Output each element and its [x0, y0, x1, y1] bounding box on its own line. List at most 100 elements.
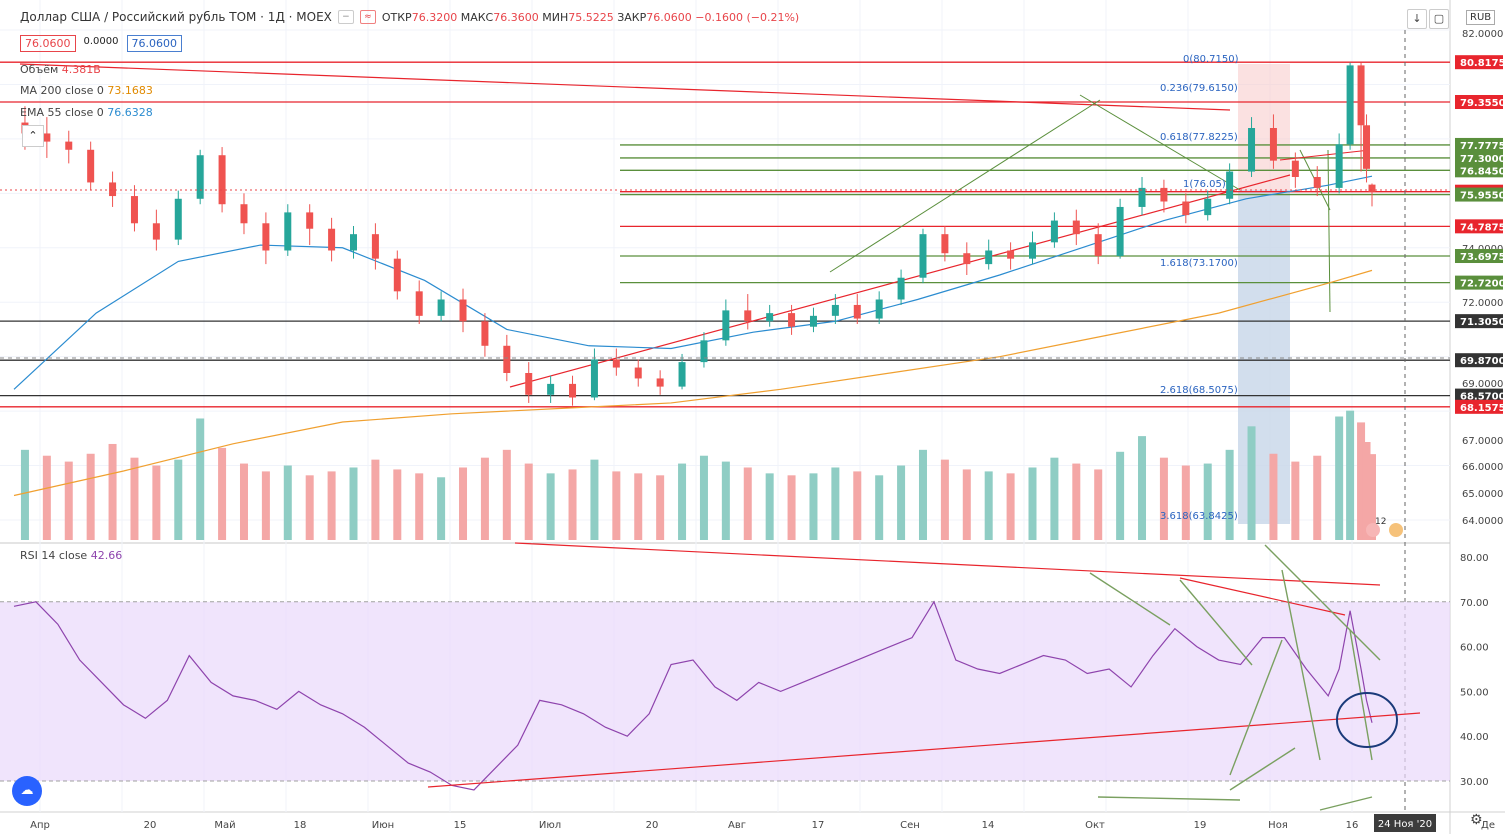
candle-body[interactable] [481, 321, 489, 346]
candle-body[interactable] [1335, 144, 1343, 188]
candle-body[interactable] [284, 212, 292, 251]
legend-ema55[interactable]: EMA 55 close 0 76.6328 [20, 106, 153, 119]
candle-body[interactable] [415, 291, 423, 316]
candle-body[interactable] [1138, 187, 1146, 207]
collapse-legend-icon[interactable]: ⌃ [22, 125, 44, 147]
candle-body[interactable] [941, 234, 949, 254]
buy-price[interactable]: 76.0600 [126, 35, 182, 52]
candle-body[interactable] [590, 359, 598, 398]
candle-body[interactable] [306, 212, 314, 229]
compare-icon[interactable]: ≈ [359, 10, 376, 24]
candle-body[interactable] [656, 378, 664, 387]
ma200-line[interactable] [13, 269, 1373, 497]
candle-body[interactable] [196, 155, 204, 199]
rsi-highlight-circle[interactable] [1336, 692, 1398, 748]
candle-body[interactable] [985, 250, 993, 265]
rsi-green-7[interactable] [1229, 747, 1296, 791]
candle-body[interactable] [152, 223, 160, 240]
candle-body[interactable] [1368, 184, 1376, 192]
symbol-title[interactable]: Доллар США / Российский рубль TOM · 1Д ·… [20, 10, 332, 24]
rsi-line[interactable] [13, 600, 1373, 791]
rsi-green-8[interactable] [1097, 796, 1241, 801]
rsi-green-9[interactable] [1319, 796, 1373, 811]
candle-body[interactable] [634, 367, 642, 379]
rsi-green-3[interactable] [1264, 544, 1381, 661]
candle-body[interactable] [1160, 187, 1168, 202]
tradingview-logo-icon[interactable]: ☁ [12, 776, 42, 806]
candle-body[interactable] [919, 234, 927, 278]
candle-body[interactable] [1363, 125, 1371, 169]
candle-body[interactable] [525, 373, 533, 395]
candle-body[interactable] [503, 345, 511, 373]
candle-body[interactable] [371, 234, 379, 259]
rsi-green-1[interactable] [1089, 572, 1171, 626]
candle-body[interactable] [218, 155, 226, 205]
rsi-trendline-top[interactable] [514, 542, 1381, 586]
events-badge[interactable]: 12 [1366, 517, 1403, 537]
settings-gear-icon[interactable]: ⚙ [1470, 812, 1483, 828]
candle-body[interactable] [897, 277, 905, 300]
trendline-green-1[interactable] [829, 99, 1101, 273]
candle-body[interactable] [1072, 220, 1080, 235]
legend-volume[interactable]: Объём 4.381B [20, 63, 101, 76]
rsi-trendline-bottom[interactable] [427, 712, 1421, 788]
rsi-green-4[interactable] [1281, 569, 1321, 761]
legend-rsi[interactable]: RSI 14 close 42.66 [20, 549, 122, 562]
candle-body[interactable] [963, 253, 971, 265]
fullscreen-icon[interactable]: ▢ [1429, 9, 1449, 29]
ema55-line[interactable] [13, 175, 1373, 390]
candle-body[interactable] [130, 196, 138, 224]
candle-body[interactable] [109, 182, 117, 197]
candle-body[interactable] [1050, 220, 1058, 243]
candle-body[interactable] [1269, 128, 1277, 161]
candle-body[interactable] [547, 383, 555, 395]
candle-body[interactable] [174, 198, 182, 240]
arrow-down-icon[interactable]: ↓ [1407, 9, 1427, 29]
candle-body[interactable] [569, 383, 577, 398]
candle-body[interactable] [766, 313, 774, 322]
candle-body[interactable] [1291, 160, 1299, 177]
sell-price[interactable]: 76.0600 [20, 35, 76, 52]
candle-body[interactable] [437, 299, 445, 316]
candle-body[interactable] [678, 362, 686, 387]
currency-badge[interactable]: RUB [1466, 10, 1496, 25]
candle-body[interactable] [831, 304, 839, 316]
candle-body[interactable] [1357, 65, 1365, 126]
candle-body[interactable] [1029, 242, 1036, 259]
candle-body[interactable] [1007, 250, 1015, 259]
candle-body[interactable] [1094, 234, 1102, 256]
hide-icon[interactable]: − [337, 10, 354, 24]
legend-ma200[interactable]: MA 200 close 0 73.1683 [20, 84, 153, 97]
rsi-trendline-mid[interactable] [1179, 577, 1346, 616]
candle-body[interactable] [459, 299, 467, 322]
candle-body[interactable] [240, 204, 248, 224]
candle-body[interactable] [809, 315, 817, 327]
candle-body[interactable] [1313, 177, 1321, 188]
candle-body[interactable] [65, 141, 73, 150]
candle-body[interactable] [875, 299, 883, 319]
candle-body[interactable] [393, 258, 401, 292]
rsi-green-6[interactable] [1349, 629, 1373, 761]
trendline-upper[interactable] [19, 63, 1231, 111]
candle-body[interactable] [1226, 171, 1234, 199]
trendline-green-2[interactable] [1079, 94, 1241, 191]
candle-body[interactable] [350, 234, 357, 251]
candle-body[interactable] [612, 359, 620, 368]
candle-body[interactable] [262, 223, 270, 251]
candle-body[interactable] [700, 340, 708, 363]
candle-body[interactable] [1116, 206, 1124, 256]
candle-body[interactable] [722, 310, 730, 341]
candle-body[interactable] [853, 304, 861, 319]
candle-body[interactable] [1248, 128, 1256, 172]
candle-body[interactable] [87, 149, 95, 183]
candle-body[interactable] [328, 228, 336, 251]
candle-body[interactable] [43, 133, 51, 142]
candle-body[interactable] [788, 313, 796, 327]
rsi-green-5[interactable] [1229, 639, 1283, 776]
candle-body[interactable] [1182, 201, 1190, 216]
candle-body[interactable] [744, 310, 752, 322]
candle-body[interactable] [1346, 65, 1354, 145]
trendline-green-4[interactable] [1327, 149, 1331, 313]
candle-body[interactable] [1204, 198, 1212, 216]
